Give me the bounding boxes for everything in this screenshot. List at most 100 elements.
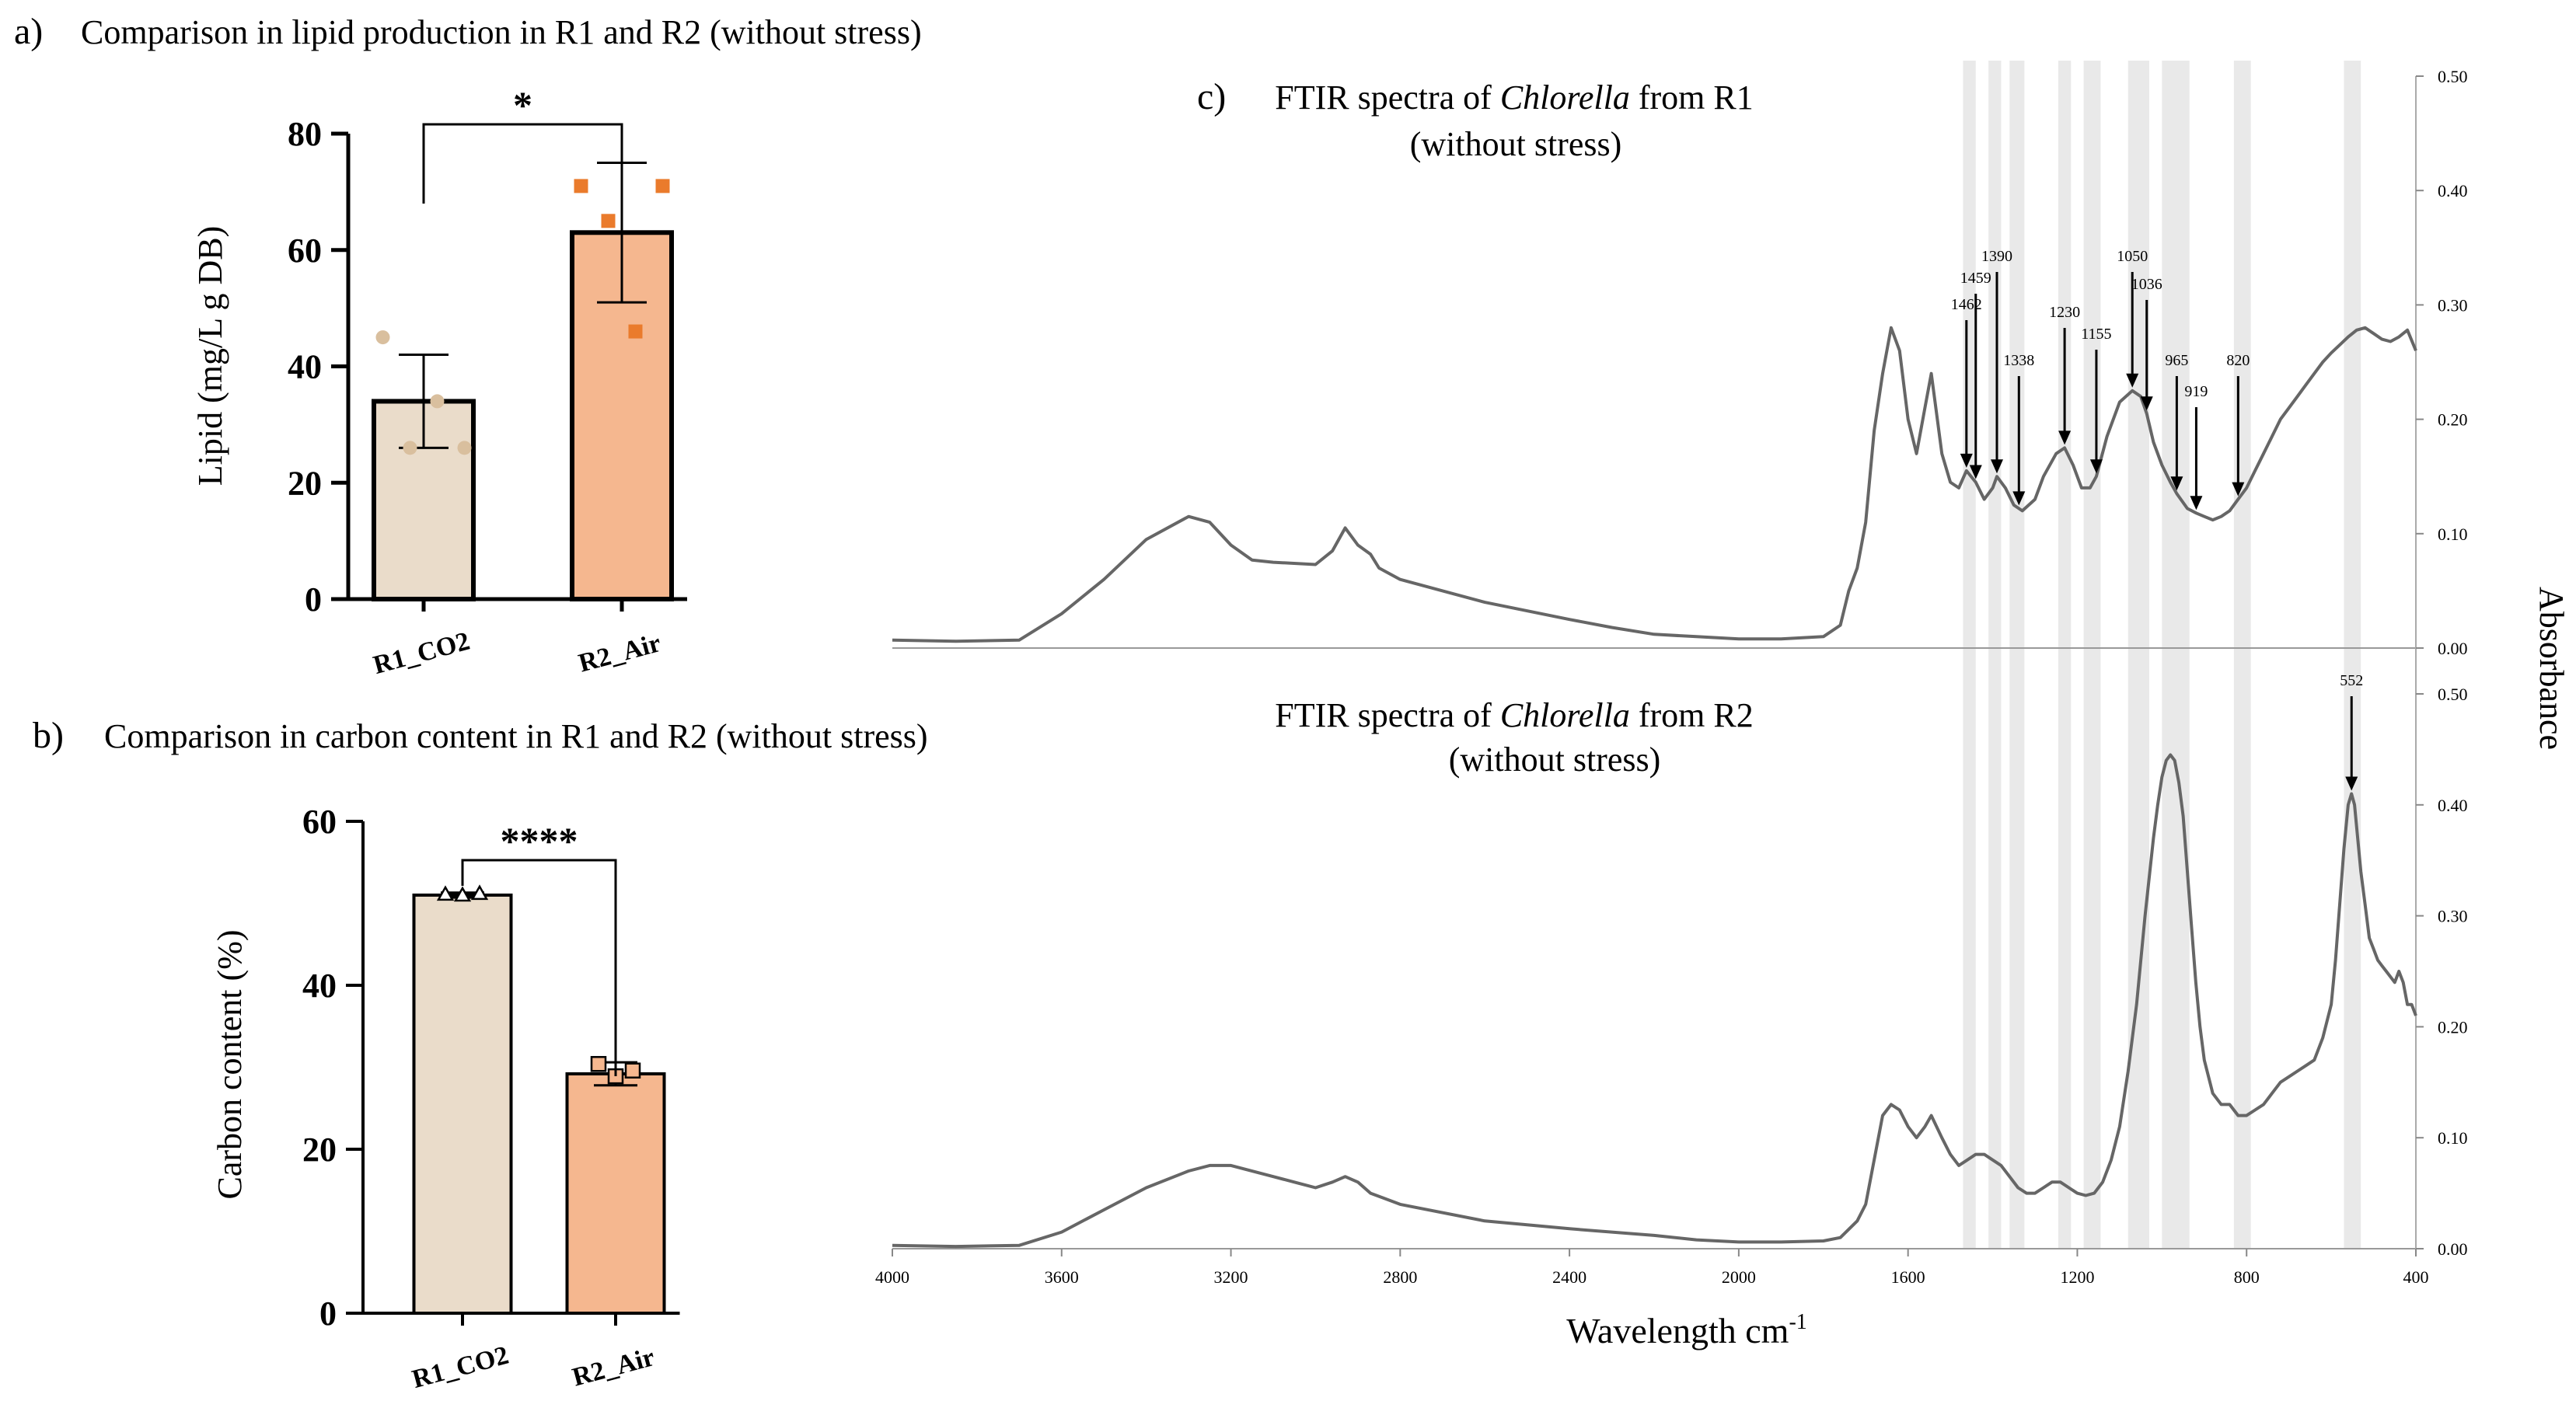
data-point: [470, 884, 489, 901]
y-tick-label: 0.20: [2438, 1017, 2468, 1037]
panel-a-significance-label: *: [513, 83, 532, 127]
y-tick-label: 20: [288, 464, 322, 502]
panel-a-significance: [422, 123, 623, 204]
r1-title-suffix: from R1: [1630, 78, 1754, 117]
x-tick-label: 3600: [1045, 1267, 1079, 1287]
r1-title-prefix: FTIR spectra of: [1275, 78, 1500, 117]
data-point: [574, 179, 588, 193]
panel-b-category-labels: R1_CO2 R2_Air: [363, 1312, 680, 1394]
y-tick-label: 40: [302, 967, 337, 1005]
x-tick-label: 800: [2234, 1267, 2260, 1287]
panel-b-letter: b): [33, 715, 64, 756]
panel-c-bands: [1963, 61, 2361, 1249]
y-tick-label: 0.10: [2438, 525, 2468, 544]
data-point: [628, 324, 643, 339]
panel-b-ylabel: Carbon content (%): [211, 930, 249, 1200]
absorbance-label: Absorbance: [2532, 587, 2571, 750]
panel-b-title: Comparison in carbon content in R1 and R…: [104, 717, 928, 755]
panel-b: b) Comparison in carbon content in R1 an…: [33, 715, 928, 1394]
r1-spectrum: [892, 326, 2417, 643]
r1-title-species: Chlorella: [1500, 78, 1630, 117]
highlight-band: [2162, 61, 2190, 1249]
peak-label-1459: 1459: [1960, 270, 1991, 287]
r1-spectrum-title: FTIR spectra of Chlorella from R1: [1275, 78, 1754, 117]
data-point: [590, 1056, 607, 1072]
highlight-band: [2009, 61, 2025, 1249]
peak-arrowhead-965: [2170, 476, 2183, 491]
peak-label-1155: 1155: [2081, 326, 2111, 343]
peak-label-552: 552: [2340, 672, 2363, 689]
highlight-band: [1963, 61, 1976, 1249]
x-tick-label: 1600: [1891, 1267, 1925, 1287]
r1-spectrum-subtitle: (without stress): [1410, 125, 1622, 163]
data-point: [601, 214, 616, 228]
peak-label-965: 965: [2165, 352, 2188, 369]
y-tick-label: 60: [288, 232, 322, 270]
r2-spectrum-subtitle: (without stress): [1449, 741, 1661, 779]
panel-a-ylabel: Lipid (mg/L g DB): [191, 226, 229, 486]
y-tick-label: 0.00: [2438, 639, 2468, 658]
panel-a-y-ticks: 0 20 40 60 80: [288, 115, 351, 619]
y-tick-label: 40: [288, 348, 322, 386]
r1-spectrum-line: [892, 326, 2417, 643]
r2-spectrum-title: FTIR spectra of Chlorella from R2: [1275, 696, 1754, 734]
highlight-band: [1988, 61, 2002, 1249]
x-axis-label: Wavelength cm-1: [1566, 1310, 1807, 1350]
panel-a: a) Comparison in lipid production in R1 …: [14, 11, 922, 680]
panel-b-significance: [461, 859, 617, 1076]
panel-b-significance-label: ****: [501, 819, 578, 863]
data-point: [430, 394, 445, 409]
panel-a-letter: a): [14, 11, 43, 52]
r2-spectrum: [892, 753, 2417, 1249]
x-tick-label: 3200: [1214, 1267, 1248, 1287]
highlight-band: [2127, 61, 2149, 1249]
panel-c-axes: [892, 76, 2417, 1249]
peak-label-1230: 1230: [2049, 304, 2080, 321]
category-label: R1_CO2: [409, 1341, 511, 1394]
y-tick-label: 0.10: [2438, 1128, 2468, 1148]
r2-title-species: Chlorella: [1500, 696, 1630, 734]
data-point: [624, 1062, 641, 1079]
x-axis-ticks: 4000 3600 3200 2800 2400 2000 1600 1200 800 400: [875, 1249, 2429, 1287]
peak-label-820: 820: [2226, 352, 2250, 369]
category-label: R2_Air: [576, 629, 665, 678]
highlight-band: [2058, 61, 2072, 1249]
category-label: R2_Air: [570, 1343, 658, 1392]
y-tick-label: 20: [302, 1131, 337, 1169]
y-tick-label: 0.40: [2438, 181, 2468, 200]
y-axis-ticks: 0.00 0.10 0.20 0.30 0.40 0.50 0.00 0.10 0.20 0.30…: [2416, 67, 2468, 1259]
data-point: [655, 179, 670, 193]
x-tick-label: 2400: [1552, 1267, 1586, 1287]
x-tick-label: 2000: [1722, 1267, 1756, 1287]
peak-arrowhead-1036: [2140, 396, 2153, 411]
data-point: [453, 886, 472, 902]
r2-title-prefix: FTIR spectra of: [1275, 696, 1500, 734]
y-tick-label: 0: [319, 1295, 337, 1333]
peak-arrowhead-919: [2190, 496, 2203, 511]
peak-label-1390: 1390: [1981, 248, 2012, 265]
peak-arrowhead-1050: [2126, 373, 2139, 388]
peak-label-1462: 1462: [1951, 296, 1982, 313]
significance-bracket: [422, 123, 623, 204]
data-point: [436, 885, 455, 901]
panel-c-letter: c): [1197, 76, 1226, 117]
x-axis-label-sup: -1: [1789, 1310, 1806, 1334]
y-tick-label: 0.30: [2438, 907, 2468, 926]
peak-label-1050: 1050: [2117, 248, 2148, 265]
data-point: [403, 441, 417, 455]
y-tick-label: 0.30: [2438, 295, 2468, 315]
panel-a-category-labels: R1_CO2 R2_Air: [348, 597, 687, 680]
x-tick-label: 2800: [1383, 1267, 1417, 1287]
y-tick-label: 0: [305, 580, 322, 619]
peak-arrowhead-1155: [2089, 459, 2103, 474]
data-point: [457, 441, 472, 455]
x-tick-label: 400: [2403, 1267, 2429, 1287]
y-tick-label: 80: [288, 115, 322, 153]
peak-arrowhead-552: [2345, 776, 2358, 791]
highlight-band: [2344, 61, 2361, 1249]
x-tick-label: 4000: [875, 1267, 909, 1287]
highlight-band: [2083, 61, 2101, 1249]
category-label: R1_CO2: [370, 627, 473, 680]
r2-spectrum-line: [892, 753, 2417, 1249]
